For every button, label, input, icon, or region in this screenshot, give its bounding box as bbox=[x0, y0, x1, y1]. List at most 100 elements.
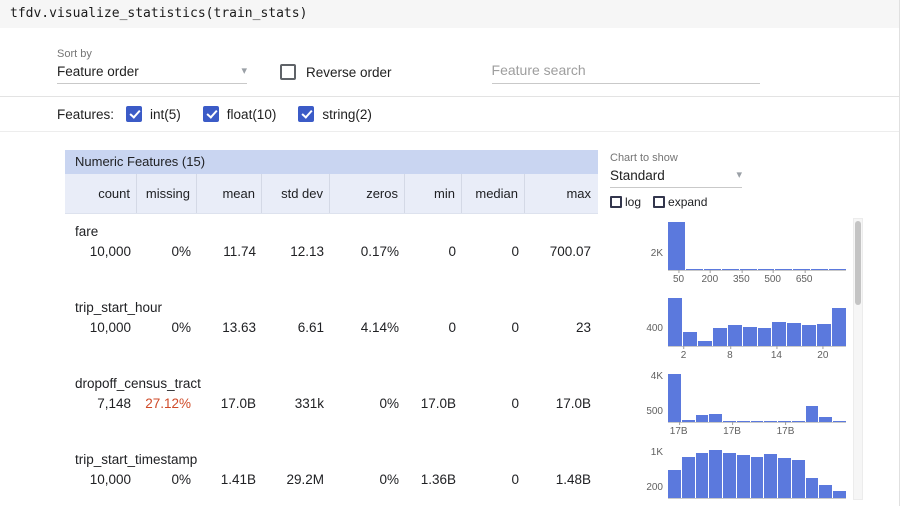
chart-options: log expand bbox=[610, 195, 862, 209]
histogram-bar[interactable] bbox=[750, 457, 764, 498]
histogram-bar[interactable] bbox=[791, 460, 805, 498]
histogram-bar[interactable] bbox=[668, 222, 685, 270]
stat-value: 1.36B bbox=[420, 472, 456, 487]
histogram-bar[interactable] bbox=[695, 453, 709, 498]
chart-type-dropdown[interactable]: Standard ▾ bbox=[610, 168, 742, 188]
stat-value: 0 bbox=[448, 244, 456, 259]
x-tick-label: 14 bbox=[770, 346, 782, 361]
scrollbar-thumb[interactable] bbox=[855, 221, 861, 305]
y-tick-label: 2K bbox=[650, 247, 663, 259]
histogram-bar[interactable] bbox=[695, 415, 709, 422]
log-checkbox[interactable] bbox=[610, 196, 622, 208]
histogram-bar[interactable] bbox=[723, 453, 736, 498]
histogram-bar[interactable] bbox=[736, 421, 750, 422]
plot-area bbox=[668, 450, 846, 499]
y-tick-label: 500 bbox=[646, 406, 663, 418]
y-tick-label: 200 bbox=[646, 482, 663, 494]
histogram-bar[interactable] bbox=[791, 421, 805, 422]
sort-by-value: Feature order bbox=[57, 64, 139, 79]
histogram-bar[interactable] bbox=[739, 269, 757, 270]
histogram-bar[interactable] bbox=[727, 325, 742, 346]
histogram-bar[interactable] bbox=[787, 323, 802, 346]
histogram-bar[interactable] bbox=[793, 269, 811, 270]
histogram-bar[interactable] bbox=[775, 269, 793, 270]
main-content: Numeric Features (15) count missing mean st… bbox=[65, 150, 899, 506]
stat-value: 6.61 bbox=[297, 320, 324, 335]
plot-area bbox=[668, 374, 846, 423]
histogram-bar[interactable] bbox=[805, 478, 819, 498]
feature-search-input[interactable] bbox=[491, 60, 760, 84]
histogram-bar[interactable] bbox=[682, 332, 697, 346]
table-row: fare 10,000 0% 11.74 12.13 0.17% 0 0 700.07 bbox=[65, 220, 598, 296]
histogram-bar[interactable] bbox=[819, 485, 833, 498]
checkbox-icon[interactable] bbox=[280, 64, 296, 80]
histogram-bar[interactable] bbox=[805, 406, 819, 422]
x-tick-label: 350 bbox=[732, 270, 750, 285]
feature-filter-float[interactable]: float(10) bbox=[202, 106, 276, 122]
histogram-bar[interactable] bbox=[778, 421, 791, 422]
histogram-bar[interactable] bbox=[757, 269, 775, 270]
y-tick-label: 1K bbox=[650, 446, 663, 458]
table-row: trip_start_hour 10,000 0% 13.63 6.61 4.14% 0 0 2… bbox=[65, 296, 598, 372]
histogram-bar[interactable] bbox=[817, 324, 832, 346]
stat-value: 23 bbox=[575, 320, 591, 335]
histogram-bar[interactable] bbox=[832, 308, 847, 346]
histogram-bar[interactable] bbox=[668, 374, 681, 422]
feature-filters: int(5) float(10) string(2) bbox=[126, 106, 394, 122]
feature-name: trip_start_timestamp bbox=[75, 452, 198, 467]
histogram-bar[interactable] bbox=[736, 455, 750, 498]
histogram-bar[interactable] bbox=[764, 454, 778, 498]
histogram-bar[interactable] bbox=[697, 341, 712, 346]
histogram-dropoff_census_tract: 4K 500 17B 17B 17B bbox=[602, 371, 862, 448]
chart-to-show-label: Chart to show bbox=[610, 152, 678, 164]
histogram-bar[interactable] bbox=[829, 269, 847, 270]
histogram-bar[interactable] bbox=[712, 328, 727, 346]
histogram-bar[interactable] bbox=[757, 328, 772, 346]
x-axis: 2 8 14 20 bbox=[668, 346, 846, 361]
histogram-bar[interactable] bbox=[709, 414, 723, 422]
expand-checkbox[interactable] bbox=[653, 196, 666, 208]
histogram-bar[interactable] bbox=[721, 269, 739, 270]
sort-by-dropdown[interactable]: Sort by Feature order ▾ bbox=[57, 48, 247, 84]
plot-area bbox=[668, 298, 847, 347]
histogram-bar[interactable] bbox=[764, 421, 778, 422]
feature-filter-int[interactable]: int(5) bbox=[126, 106, 181, 122]
stat-value: 700.07 bbox=[549, 244, 591, 259]
feature-filter-string[interactable]: string(2) bbox=[298, 106, 372, 122]
x-tick-label: 8 bbox=[727, 346, 733, 361]
checkbox-icon[interactable] bbox=[298, 106, 315, 122]
histogram-bar[interactable] bbox=[681, 457, 695, 498]
histogram-trip_start_hour: 400 2 8 14 20 bbox=[602, 296, 862, 372]
histogram-bar[interactable] bbox=[685, 269, 703, 270]
histogram-bar[interactable] bbox=[811, 269, 829, 270]
stat-value: 10,000 bbox=[89, 320, 131, 335]
histogram-bar[interactable] bbox=[833, 491, 846, 498]
feature-name: fare bbox=[75, 224, 99, 239]
histogram-bar[interactable] bbox=[668, 470, 681, 498]
histogram-trip_start_timestamp: 1K 200 bbox=[602, 446, 862, 506]
scrollbar[interactable] bbox=[853, 218, 863, 500]
histogram-bar[interactable] bbox=[742, 327, 757, 346]
histogram-bar[interactable] bbox=[819, 417, 833, 422]
histogram-bar[interactable] bbox=[802, 325, 817, 346]
stat-value: 29.2M bbox=[286, 472, 324, 487]
histogram-bar[interactable] bbox=[772, 322, 787, 346]
feature-name: trip_start_hour bbox=[75, 300, 163, 315]
stat-value: 0.17% bbox=[360, 244, 399, 259]
x-axis bbox=[668, 499, 846, 506]
stat-value: 17.0B bbox=[220, 396, 256, 411]
stat-value: 0 bbox=[511, 244, 519, 259]
checkbox-icon[interactable] bbox=[202, 106, 219, 122]
histogram-bar[interactable] bbox=[681, 420, 695, 422]
histogram-bar[interactable] bbox=[778, 458, 791, 498]
plot-area bbox=[668, 222, 847, 271]
histogram-bar[interactable] bbox=[709, 450, 723, 498]
histogram-bar[interactable] bbox=[723, 421, 736, 422]
histogram-bar[interactable] bbox=[833, 421, 846, 422]
reverse-order-checkbox[interactable]: Reverse order bbox=[280, 64, 392, 84]
histogram-bar[interactable] bbox=[703, 269, 721, 270]
expand-label: expand bbox=[668, 195, 708, 209]
histogram-bar[interactable] bbox=[668, 298, 682, 346]
histogram-bar[interactable] bbox=[750, 421, 764, 422]
checkbox-icon[interactable] bbox=[126, 106, 143, 122]
